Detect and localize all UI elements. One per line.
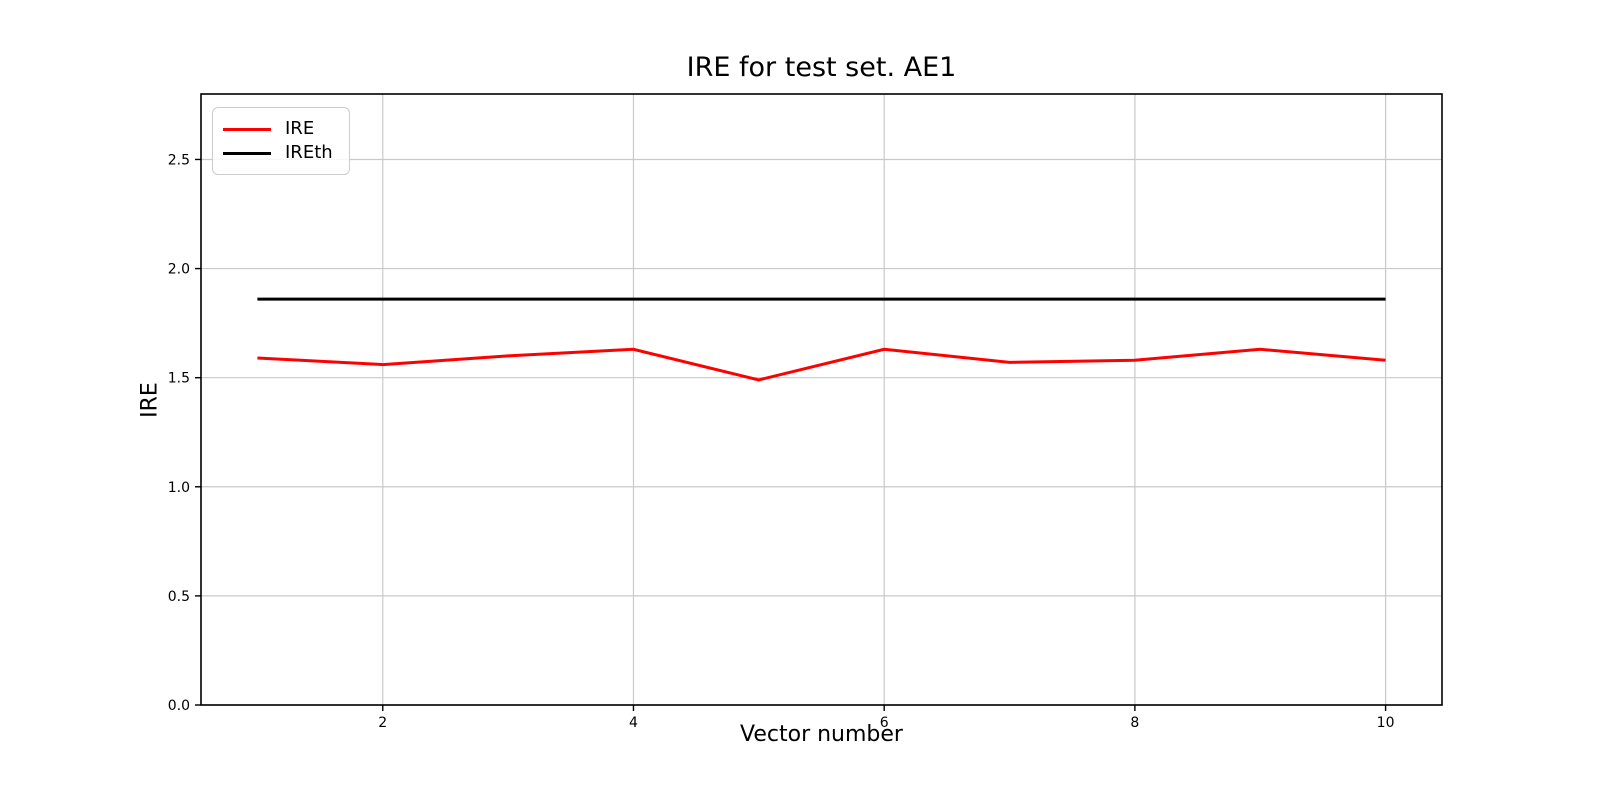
legend-item-ire: IRE [223, 117, 335, 141]
y-tick-label: 2.0 [168, 262, 190, 278]
axes-spines [200, 93, 1443, 706]
series-ire [257, 347, 1386, 382]
legend: IRE IREth [212, 107, 350, 175]
x-tick-label: 2 [378, 715, 387, 731]
x-tick-label: 8 [1130, 715, 1139, 731]
chart-title: IRE for test set. AE1 [686, 52, 957, 83]
y-tick-label: 1.0 [168, 480, 190, 496]
legend-label-ireth: IREth [285, 142, 333, 163]
y-tick-label: 2.5 [168, 152, 190, 168]
ire-line-sample [223, 127, 271, 131]
legend-label-ire: IRE [285, 118, 315, 139]
y-tick-label: 1.5 [168, 371, 190, 387]
ireth-line-sample [223, 151, 271, 155]
legend-item-ireth: IREth [223, 141, 335, 165]
y-axis-label: IRE [137, 382, 163, 418]
x-tick-label: 6 [880, 715, 889, 731]
y-tick-label: 0.5 [168, 589, 190, 605]
y-tick-label: 0.0 [168, 698, 190, 714]
x-tick-label: 4 [629, 715, 638, 731]
x-axis-label: Vector number [740, 722, 903, 747]
x-tick-label: 10 [1377, 715, 1395, 731]
